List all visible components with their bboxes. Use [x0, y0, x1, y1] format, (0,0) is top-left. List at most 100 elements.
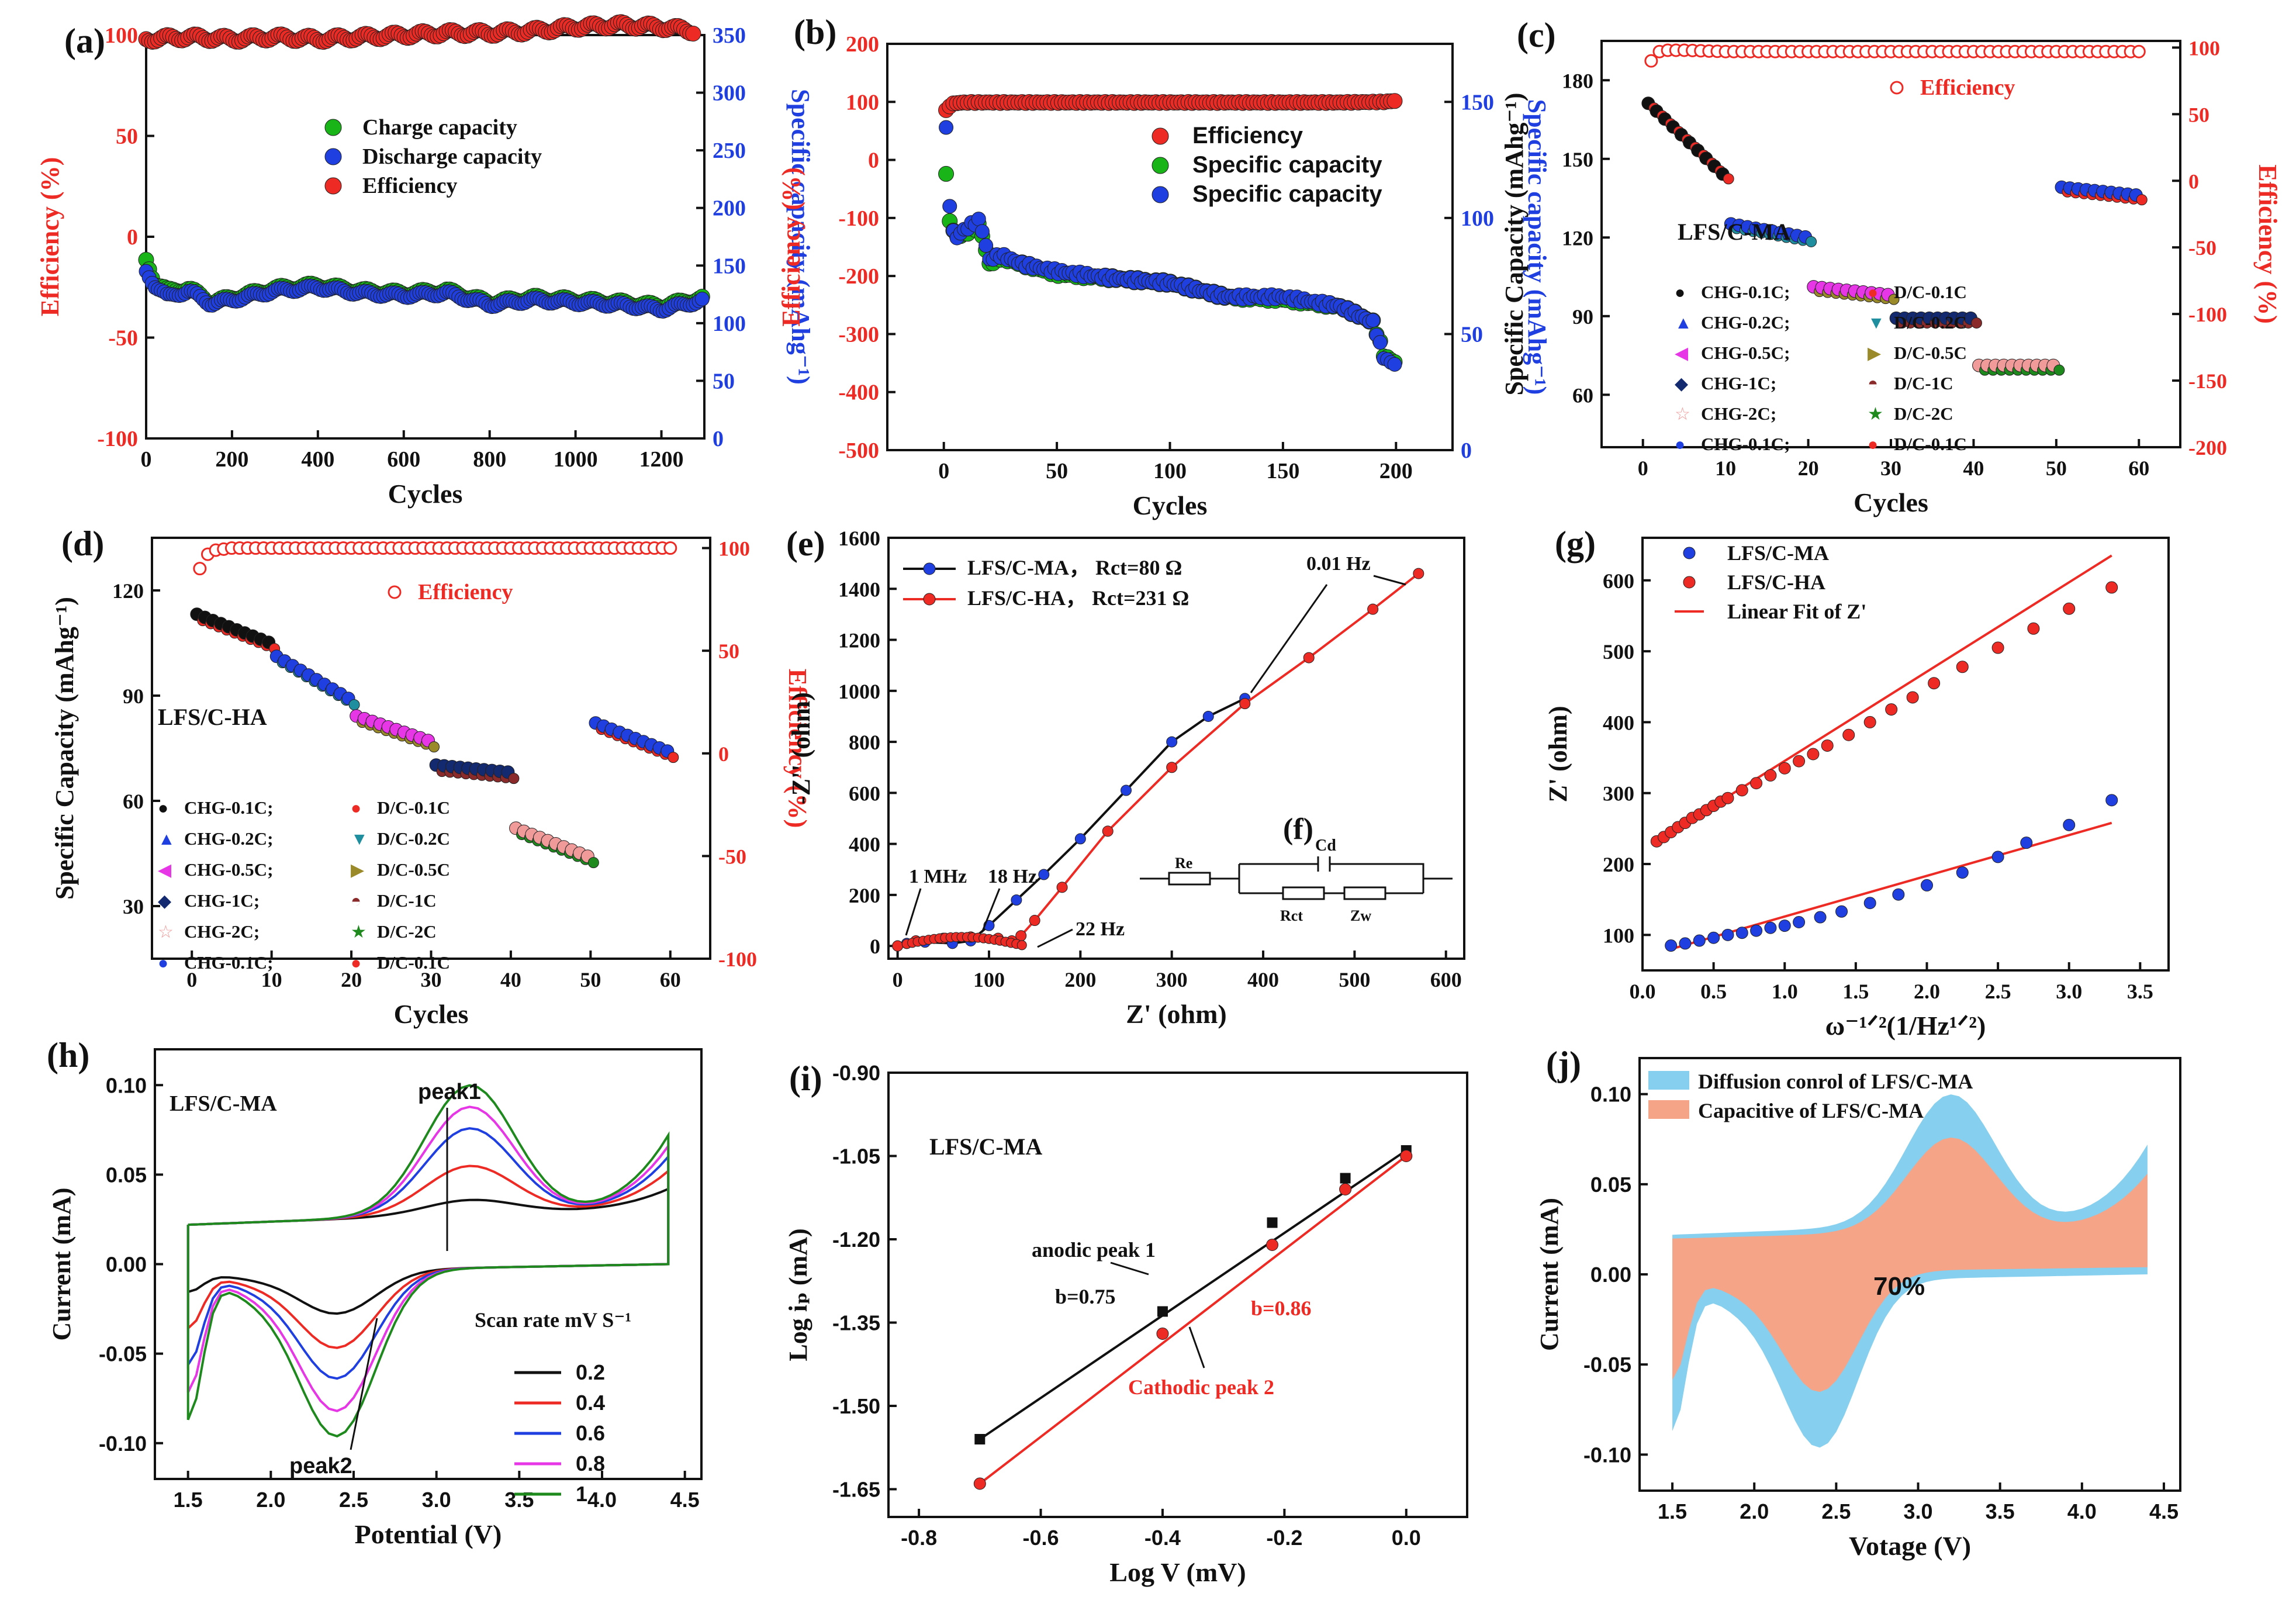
legend-label: CHG-0.1C;: [184, 797, 273, 818]
legend-label: CHG-0.5C;: [1701, 343, 1790, 363]
x-tick-label: 0: [938, 459, 949, 483]
annotation-arrow: [1037, 928, 1073, 948]
y-tick-label: 300: [1603, 782, 1634, 806]
y-right-axis-label: Efficiency (%): [783, 669, 812, 828]
discharge-capacity-point: [2136, 194, 2148, 206]
specific-capacity-discharge-point: [1365, 313, 1381, 328]
x-tick-label: 60: [2128, 457, 2149, 480]
y-right-axis-label: Specific capacity (mAhg⁻¹): [1523, 99, 1551, 395]
legend-swatch: [1648, 1100, 1689, 1119]
legend-label: D/C-0.5C: [1894, 343, 1967, 363]
specific-capacity-discharge-point: [1372, 335, 1388, 350]
legend-marker: ☆: [1675, 405, 1690, 424]
legend-label: LFS/C-HA: [1727, 571, 1825, 594]
efficiency-legend-label: Efficiency: [1920, 75, 2015, 100]
legend-label: 0.6: [576, 1421, 605, 1445]
y-right-tick-label: 100: [2188, 36, 2220, 60]
z-real-point: [1928, 677, 1941, 690]
legend-label: Charge capacity: [362, 115, 517, 140]
legend-label: CHG-0.1C;: [1701, 282, 1790, 302]
y-tick-label: -100: [838, 206, 879, 231]
z-real-point: [1735, 927, 1748, 939]
nyquist-point: [1202, 710, 1214, 722]
y-tick-label: 0.10: [106, 1073, 147, 1097]
x-tick-label: 10: [261, 968, 282, 991]
x-tick-label: 0.0: [1630, 980, 1656, 1003]
legend-label: Discharge capacity: [362, 144, 542, 169]
peak-label: peak1: [418, 1080, 481, 1104]
legend-label: Capacitive of LFS/C-MA: [1698, 1099, 1924, 1122]
legend-label: D/C-0.1C: [1894, 282, 1967, 302]
legend-label: D/C-0.1C: [377, 952, 450, 973]
annotation: 0.01 Hz: [1306, 553, 1371, 575]
z-real-point: [1821, 739, 1834, 752]
efficiency-legend-marker: [1890, 81, 1904, 95]
panel-label: (c): [1517, 16, 1556, 54]
x-tick-label: 3.0: [2056, 980, 2082, 1003]
annotation-arrow: [1188, 1326, 1205, 1368]
z-real-point: [2063, 818, 2076, 831]
nyquist-point: [1011, 894, 1022, 906]
discharge-capacity-point: [1723, 173, 1734, 185]
panel-title: LFS/C-MA: [929, 1133, 1042, 1160]
y-right-tick-label: 150: [1461, 90, 1494, 115]
legend-swatch: [1648, 1071, 1689, 1090]
legend-marker: ☆: [158, 922, 174, 942]
z-real-point: [1665, 939, 1678, 952]
legend-marker: ●: [1675, 283, 1685, 302]
x-tick-label: 50: [580, 968, 601, 991]
y-right-tick-label: 350: [713, 23, 746, 48]
plot-frame: [887, 1072, 1468, 1518]
x-tick-label: 3.0: [422, 1488, 451, 1512]
legend-label: D/C-2C: [377, 921, 437, 942]
z-real-point: [1793, 916, 1806, 929]
legend-label: D/C-0.5C: [377, 859, 450, 880]
y-tick-label: 600: [1603, 569, 1634, 593]
legend-marker: [1683, 576, 1696, 589]
peak-arrow: [350, 1318, 378, 1450]
legend-label: CHG-2C;: [1701, 403, 1776, 424]
z-real-point: [1814, 911, 1827, 924]
panel-title: LFS/C-MA: [170, 1091, 277, 1116]
x-tick-label: 2.5: [1821, 1499, 1851, 1523]
z-real-point: [1842, 728, 1855, 741]
legend-label: 1: [576, 1482, 587, 1506]
semicircle-point: [1016, 940, 1027, 951]
x-tick-label: 1.0: [1772, 980, 1798, 1003]
legend-label: LFS/C-MA， Rct=80 Ω: [967, 556, 1182, 579]
specific-capacity-discharge-point: [974, 224, 990, 239]
x-tick-label: -0.8: [901, 1526, 937, 1550]
x-tick-label: 600: [387, 447, 420, 472]
y-tick-label: -1.50: [832, 1394, 880, 1418]
z-real-point: [1693, 934, 1706, 947]
discharge-capacity-point: [508, 773, 520, 784]
cv-curve: [186, 1187, 670, 1315]
z-real-point: [1778, 762, 1791, 775]
legend-marker: ▼: [351, 830, 368, 849]
x-tick-label: 30: [1880, 457, 1901, 480]
x-tick-label: 4.5: [2149, 1499, 2179, 1523]
x-tick-label: 20: [341, 968, 362, 991]
y-right-tick-label: 0: [2188, 170, 2199, 193]
legend-marker: ★: [1868, 405, 1883, 424]
discharge-capacity-point: [428, 741, 440, 753]
specific-capacity-discharge-point: [971, 212, 986, 227]
discharge-capacity-point: [1970, 317, 1982, 329]
y-tick-label: -500: [838, 438, 879, 463]
x-tick-label: 2.0: [256, 1488, 285, 1512]
legend-label: CHG-0.1C;: [1701, 434, 1790, 454]
anodic-point: [1340, 1173, 1351, 1184]
x-axis-label: Cycles: [1133, 490, 1208, 520]
z-real-point: [2027, 622, 2040, 635]
plot-frame: [1641, 537, 2170, 972]
discharge-capacity-point: [694, 292, 710, 307]
fit-line: [979, 1155, 1408, 1485]
anodic-point: [1267, 1217, 1278, 1228]
y-tick-label: -1.35: [832, 1311, 880, 1335]
z-real-point: [2063, 602, 2076, 615]
x-tick-label: 1000: [554, 447, 598, 472]
linear-fit-line: [1656, 554, 2112, 842]
z-real-point: [1956, 866, 1969, 879]
legend-marker: ◆: [1675, 374, 1688, 393]
x-tick-label: 50: [2046, 457, 2067, 480]
